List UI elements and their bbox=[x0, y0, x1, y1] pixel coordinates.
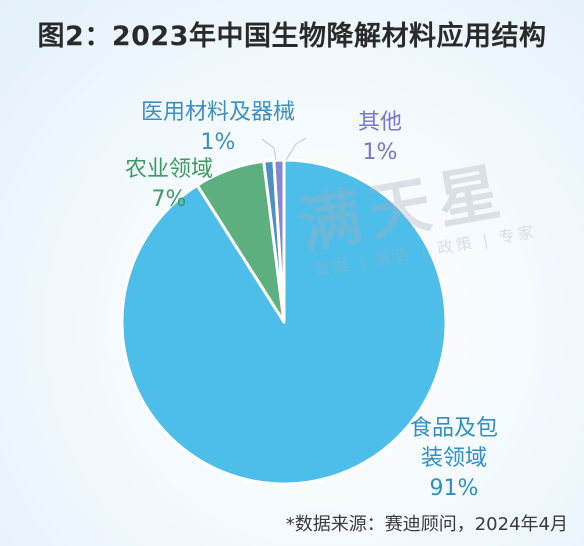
label-medical-category: 医用材料及器械 bbox=[140, 100, 295, 125]
source-note: *数据来源：赛迪顾问，2024年4月 bbox=[285, 514, 568, 535]
label-other-percent: 1% bbox=[362, 140, 398, 165]
label-food-packaging: 食品及包 装领域 91% bbox=[384, 414, 524, 504]
label-other-category: 其他 bbox=[357, 110, 402, 135]
label-agriculture-percent: 7% bbox=[151, 187, 187, 212]
label-agriculture: 农业领域 7% bbox=[104, 155, 234, 215]
leader-line-other bbox=[285, 137, 307, 161]
pie-slices bbox=[120, 158, 448, 486]
label-food-percent: 91% bbox=[429, 476, 479, 501]
leader-lines bbox=[261, 137, 307, 161]
label-medical-percent: 1% bbox=[200, 130, 236, 155]
slice-other bbox=[272, 158, 286, 324]
chart-title: 图2：2023年中国生物降解材料应用结构 bbox=[37, 21, 547, 52]
leader-line-medical bbox=[261, 138, 277, 161]
label-food-category-line2: 装领域 bbox=[420, 446, 487, 471]
label-medical: 医用材料及器械 1% bbox=[118, 98, 318, 158]
label-food-category-line1: 食品及包 bbox=[409, 416, 498, 441]
label-agriculture-category: 农业领域 bbox=[124, 157, 213, 182]
label-other: 其他 1% bbox=[330, 108, 430, 168]
